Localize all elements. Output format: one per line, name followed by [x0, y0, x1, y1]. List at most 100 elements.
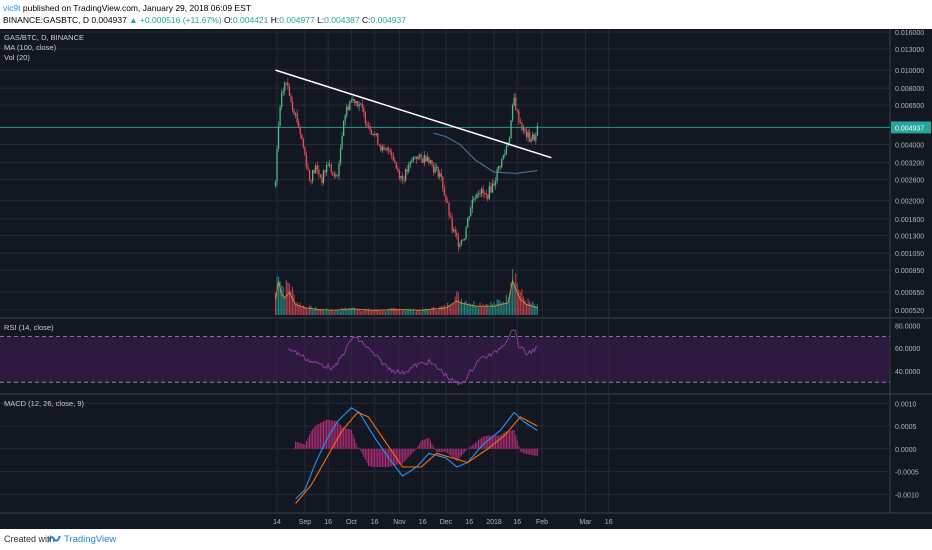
volume-bar	[425, 308, 427, 315]
publish-info: vic9t published on TradingView.com, Janu…	[3, 3, 251, 13]
macd-histogram-bar	[354, 438, 355, 449]
volume-bar	[516, 282, 518, 315]
macd-histogram-bar	[386, 448, 388, 468]
candle-body	[479, 193, 481, 194]
volume-bar	[434, 309, 436, 315]
candle-body	[426, 157, 428, 162]
candle-body	[377, 133, 379, 145]
volume-bar	[363, 309, 365, 315]
candle-body	[525, 131, 528, 138]
volume-bar	[471, 304, 473, 315]
volume-bar	[340, 311, 342, 315]
candle-body	[350, 100, 353, 102]
tradingview-brand[interactable]: TradingView	[64, 534, 117, 545]
open-label: O:	[223, 15, 233, 25]
macd-histogram-bar	[436, 448, 438, 453]
candle-body	[387, 148, 390, 151]
macd-histogram-bar	[457, 448, 459, 460]
volume-bar	[504, 303, 506, 315]
price-tick-label: 0.001300	[895, 234, 924, 241]
candle-body	[454, 229, 456, 233]
macd-histogram-bar	[302, 443, 304, 449]
legend-ma: MA (100, close)	[4, 43, 57, 52]
volume-bar	[411, 310, 413, 315]
macd-histogram-bar	[332, 420, 334, 449]
symbol-ohlc: BINANCE:GASBTC, D 0.004937 ▲ +0.000516 (…	[3, 15, 406, 25]
x-tick-label: Oct	[346, 519, 357, 526]
x-tick-label: Feb	[536, 519, 548, 526]
tradingview-logo-icon[interactable]	[47, 533, 61, 545]
macd-tick-label: 0.0005	[895, 424, 917, 431]
chart-area[interactable]: 14 Sep 16 Oct 16 Nov 16 Dec 16 2018 16 Feb Mar 16 0.01…	[0, 29, 932, 529]
price-tick-label: 0.016000	[895, 30, 924, 37]
volume-bar	[457, 292, 459, 315]
candle-body	[448, 203, 450, 216]
candle-body	[374, 133, 376, 135]
chart-canvas[interactable]: 14 Sep 16 Oct 16 Nov 16 Dec 16 2018 16 Feb Mar 16 0.01…	[0, 29, 932, 529]
candle-body	[490, 186, 492, 193]
candle-body	[319, 174, 322, 178]
volume-bar	[533, 303, 535, 315]
candle-body	[439, 173, 441, 177]
macd-histogram-bar	[400, 448, 402, 464]
macd-histogram-bar	[417, 446, 419, 449]
candle-body	[417, 156, 419, 160]
macd-histogram-bar	[299, 442, 301, 449]
candle-body	[308, 170, 311, 181]
candle-body	[391, 152, 393, 156]
macd-histogram-bar	[333, 420, 335, 449]
macd-histogram-bar	[305, 441, 307, 449]
candle-body	[422, 158, 424, 163]
macd-histogram-bar	[324, 420, 326, 449]
volume-bar	[437, 309, 439, 315]
volume-bar	[398, 309, 400, 315]
volume-bar	[420, 311, 422, 315]
volume-bar	[310, 305, 312, 315]
candle-body	[370, 130, 373, 135]
macd-histogram-bar	[426, 438, 428, 449]
low-value: 0.004387	[324, 15, 360, 25]
candle-body	[432, 164, 435, 173]
volume-bar	[335, 309, 337, 315]
candle-body	[428, 157, 430, 164]
volume-bar	[519, 292, 521, 315]
macd-histogram-bar	[529, 448, 531, 455]
volume-bar	[454, 296, 456, 315]
price-tick-label: 0.013000	[895, 47, 924, 54]
candle-body	[384, 149, 387, 151]
volume-bar	[493, 302, 495, 315]
volume-bar	[381, 310, 383, 315]
macd-histogram-bar	[403, 448, 405, 462]
candle-body	[474, 198, 477, 200]
macd-histogram-bar	[493, 435, 495, 449]
volume-bar	[532, 301, 534, 315]
volume-bar	[392, 308, 394, 315]
macd-histogram-bar	[467, 448, 469, 450]
volume-bar	[403, 310, 405, 315]
macd-histogram-bar	[372, 448, 374, 468]
macd-histogram-bar	[301, 443, 303, 449]
volume-bar	[491, 304, 493, 315]
candle-body	[310, 180, 312, 182]
volume-bar	[336, 310, 338, 315]
candle-body	[521, 123, 523, 130]
volume-bar	[290, 290, 292, 315]
candle-body	[488, 186, 490, 199]
candle-body	[456, 232, 458, 237]
volume-bar	[352, 307, 354, 315]
macd-histogram-bar	[315, 425, 317, 449]
volume-bar	[343, 310, 345, 315]
volume-bar	[515, 273, 517, 315]
author-link[interactable]: vic9t	[3, 3, 21, 13]
candle-body	[277, 125, 280, 149]
volume-bar	[522, 296, 524, 315]
high-label: H:	[270, 15, 280, 25]
candle-body	[356, 101, 359, 107]
volume-bar	[395, 308, 397, 315]
macd-histogram-bar	[405, 448, 407, 461]
candle-body	[414, 156, 416, 158]
macd-histogram-bar	[416, 448, 417, 450]
macd-histogram-bar	[434, 448, 436, 450]
volume-bar	[527, 298, 529, 315]
candle-body	[276, 148, 278, 183]
